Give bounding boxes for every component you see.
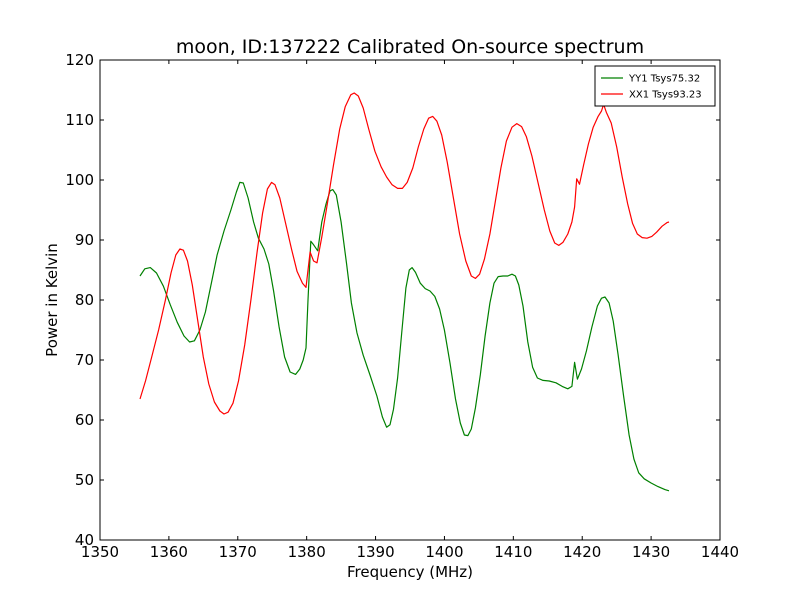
x-tick-label: 1350: [81, 543, 119, 561]
legend-label: XX1 Tsys93.23: [629, 90, 702, 101]
y-tick-label: 40: [75, 531, 94, 549]
y-axis-label: Power in Kelvin: [43, 243, 61, 357]
y-tick-label: 110: [65, 111, 94, 129]
y-tick-label: 100: [65, 171, 94, 189]
x-tick-label: 1420: [563, 543, 601, 561]
x-tick-label: 1400: [425, 543, 463, 561]
legend-label: YY1 Tsys75.32: [628, 74, 700, 85]
legend-box: [594, 65, 716, 107]
x-tick-label: 1370: [219, 543, 257, 561]
x-axis-label: Frequency (MHz): [347, 563, 473, 581]
series-line-2: [139, 92, 670, 415]
plot-area: [100, 60, 720, 540]
x-tick-label: 1390: [356, 543, 394, 561]
x-tick-label: 1410: [494, 543, 532, 561]
y-tick-label: 120: [65, 51, 94, 69]
x-tick-label: 1430: [632, 543, 670, 561]
series-line-1: [139, 181, 670, 492]
x-tick-label: 1380: [288, 543, 326, 561]
series-layer: [139, 92, 670, 492]
y-tick-label: 70: [75, 351, 94, 369]
y-tick-label: 50: [75, 471, 94, 489]
y-tick-label: 80: [75, 291, 94, 309]
y-tick-label: 90: [75, 231, 94, 249]
legend: YY1 Tsys75.32 XX1 Tsys93.23: [594, 65, 716, 107]
x-tick-label: 1440: [701, 543, 739, 561]
x-tick-label: 1360: [150, 543, 188, 561]
ticks-layer: 1350 1360 1370 1380 1390 1400 1410 1420 1430 1440…: [65, 51, 739, 561]
chart-title: moon, ID:137222 Calibrated On-source spe…: [176, 36, 644, 58]
y-tick-label: 60: [75, 411, 94, 429]
